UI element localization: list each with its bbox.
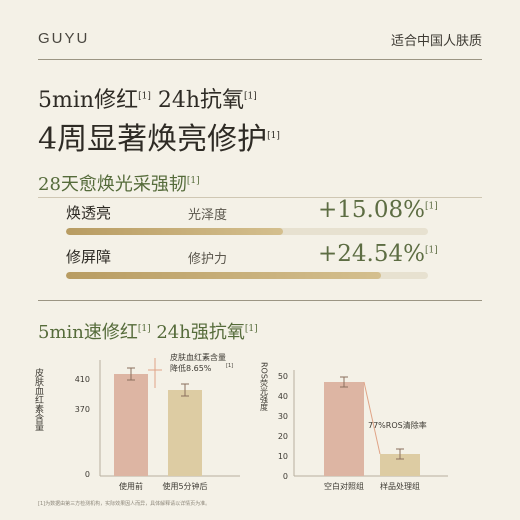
chart2-bar-sample xyxy=(380,454,420,476)
chart1-ytick-0: 0 xyxy=(85,470,90,479)
chart2-xlabel-sample: 样品处理组 xyxy=(380,481,420,491)
chart2-errorbar-control xyxy=(340,376,348,388)
headline-main-ref: [1] xyxy=(267,131,280,141)
chart1-ylabel: 皮肤血红素含量 xyxy=(33,367,44,431)
chart2-errorbar-sample xyxy=(396,448,404,460)
chart2-annotation-line xyxy=(363,381,381,455)
chart2-xlabel-control: 空白对照组 xyxy=(324,481,364,491)
section1-title-ref: [1] xyxy=(186,176,200,186)
chart2-annotation: 77%ROS清除率 xyxy=(368,420,427,430)
headline-antiox-ref: [1] xyxy=(244,91,257,102)
chart1-xlabel-after: 使用5分钟后 xyxy=(162,481,207,491)
chart1-ytick-370: 370 xyxy=(75,405,90,414)
chart1-bar-after xyxy=(168,390,202,476)
headline-line1: 5min修红[1] 24h抗氧[1] xyxy=(38,82,257,114)
metric-name-brightness: 焕透亮 xyxy=(66,204,112,222)
metric-value-brightness: +15.08%[1] xyxy=(318,197,438,223)
chart-ros: ROS荧光强度 50 40 30 20 10 0 77%ROS清除率 空白对照组 样品处理… xyxy=(260,362,448,491)
chart2-ylabel: ROS荧光强度 xyxy=(260,362,269,412)
section2-title-b-ref: [1] xyxy=(244,324,258,334)
chart1-bar-before xyxy=(114,374,148,476)
metric-value-barrier: +24.54%[1] xyxy=(318,241,438,267)
metric-track-brightness xyxy=(66,228,428,235)
metric-track-barrier xyxy=(66,272,428,279)
chart2-ytick-50: 50 xyxy=(278,372,288,381)
chart2-yticks: 50 40 30 20 10 0 xyxy=(278,372,288,481)
headline-main: 4周显著焕亮修护 xyxy=(38,122,268,157)
footnote: [1]为数据由第三方检测机构，实际效果因人而异，具体解释请以详情页为准。 xyxy=(38,501,211,507)
metric-bar-barrier xyxy=(66,272,381,279)
metric-value-barrier-ref: [1] xyxy=(424,245,438,256)
chart2-ytick-10: 10 xyxy=(278,452,288,461)
tagline: 适合中国人肤质 xyxy=(390,34,482,49)
headline-redness-ref: [1] xyxy=(138,91,151,102)
chart1-errorbar-after xyxy=(181,383,189,397)
section1-divider xyxy=(38,197,482,198)
chart2-bar-control xyxy=(324,382,364,476)
headline-antiox: 24h抗氧 xyxy=(157,88,244,113)
chart1-xlabel-before: 使用前 xyxy=(119,481,143,491)
header-divider xyxy=(38,59,482,60)
metric-sub-gloss: 光泽度 xyxy=(188,208,228,223)
metric-name-barrier: 修屏障 xyxy=(66,248,112,266)
metric-sub-repair: 修护力 xyxy=(188,252,228,267)
section1-title: 28天愈焕光采强韧[1] xyxy=(38,174,200,195)
headline-redness: 5min修红 xyxy=(38,88,139,113)
chart1-errorbar-before xyxy=(127,367,135,381)
section2-title: 5min速修红[1] 24h强抗氧[1] xyxy=(38,322,258,343)
headline-line2: 4周显著焕亮修护[1] xyxy=(38,114,280,158)
chart1-ytick-410: 410 xyxy=(75,375,90,384)
chart1-annotation-ref: [1] xyxy=(226,363,233,369)
chart1-annotation: 皮肤血红素含量 降低8.65% xyxy=(170,352,229,373)
section-divider xyxy=(38,300,482,301)
brand-logo: GUYU xyxy=(38,30,90,47)
chart2-ytick-40: 40 xyxy=(278,392,288,401)
metric-bar-brightness xyxy=(66,228,284,235)
chart2-ytick-30: 30 xyxy=(278,412,288,421)
metric-value-brightness-ref: [1] xyxy=(424,201,438,212)
chart-hemoglobin: 皮肤血红素含量 410 370 0 使用前 使用5分钟后 皮肤血红素含量 降低8… xyxy=(33,352,240,491)
section2-title-a-ref: [1] xyxy=(137,324,151,334)
chart2-ytick-0: 0 xyxy=(283,472,288,481)
chart2-ytick-20: 20 xyxy=(278,432,288,441)
